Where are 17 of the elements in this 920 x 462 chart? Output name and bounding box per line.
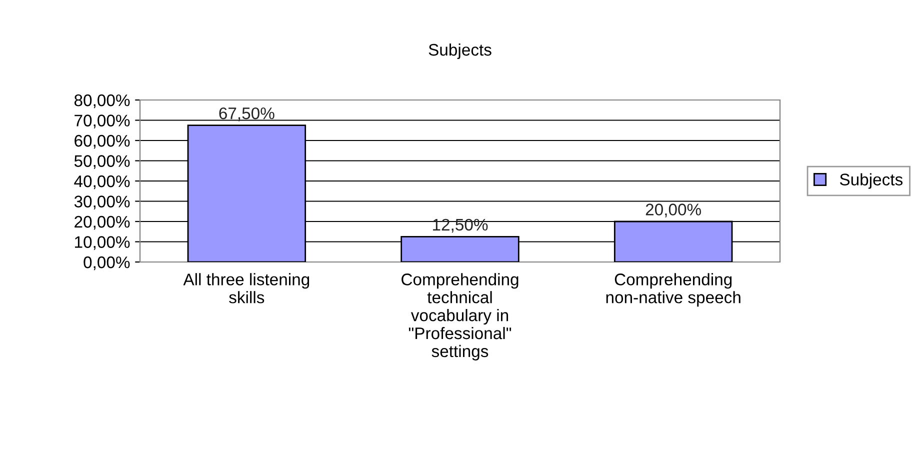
y-tick-label: 70,00% — [74, 114, 130, 128]
y-tick-label: 20,00% — [74, 216, 130, 230]
y-tick-label: 40,00% — [74, 175, 130, 190]
x-tick-label: Comprehending technical vocabulary in "Professional" settings — [402, 273, 518, 360]
x-tick-label: Comprehending non-native speech — [606, 273, 740, 307]
y-tick-label: 60,00% — [74, 134, 130, 149]
x-tick-label: All three listening skills — [183, 273, 310, 304]
chart-title: Subjects — [428, 43, 492, 60]
data-label: 67,50% — [219, 107, 274, 122]
data-label: 20,00% — [646, 204, 702, 218]
legend-label: Subjects — [840, 173, 903, 189]
y-tick-label: 80,00% — [74, 94, 130, 108]
y-tick-label: 0,00% — [84, 256, 130, 270]
y-tick-label: 30,00% — [74, 196, 130, 210]
y-tick-label: 50,00% — [74, 155, 130, 169]
y-tick-label: 10,00% — [75, 236, 130, 250]
data-label: 12,50% — [433, 218, 488, 233]
